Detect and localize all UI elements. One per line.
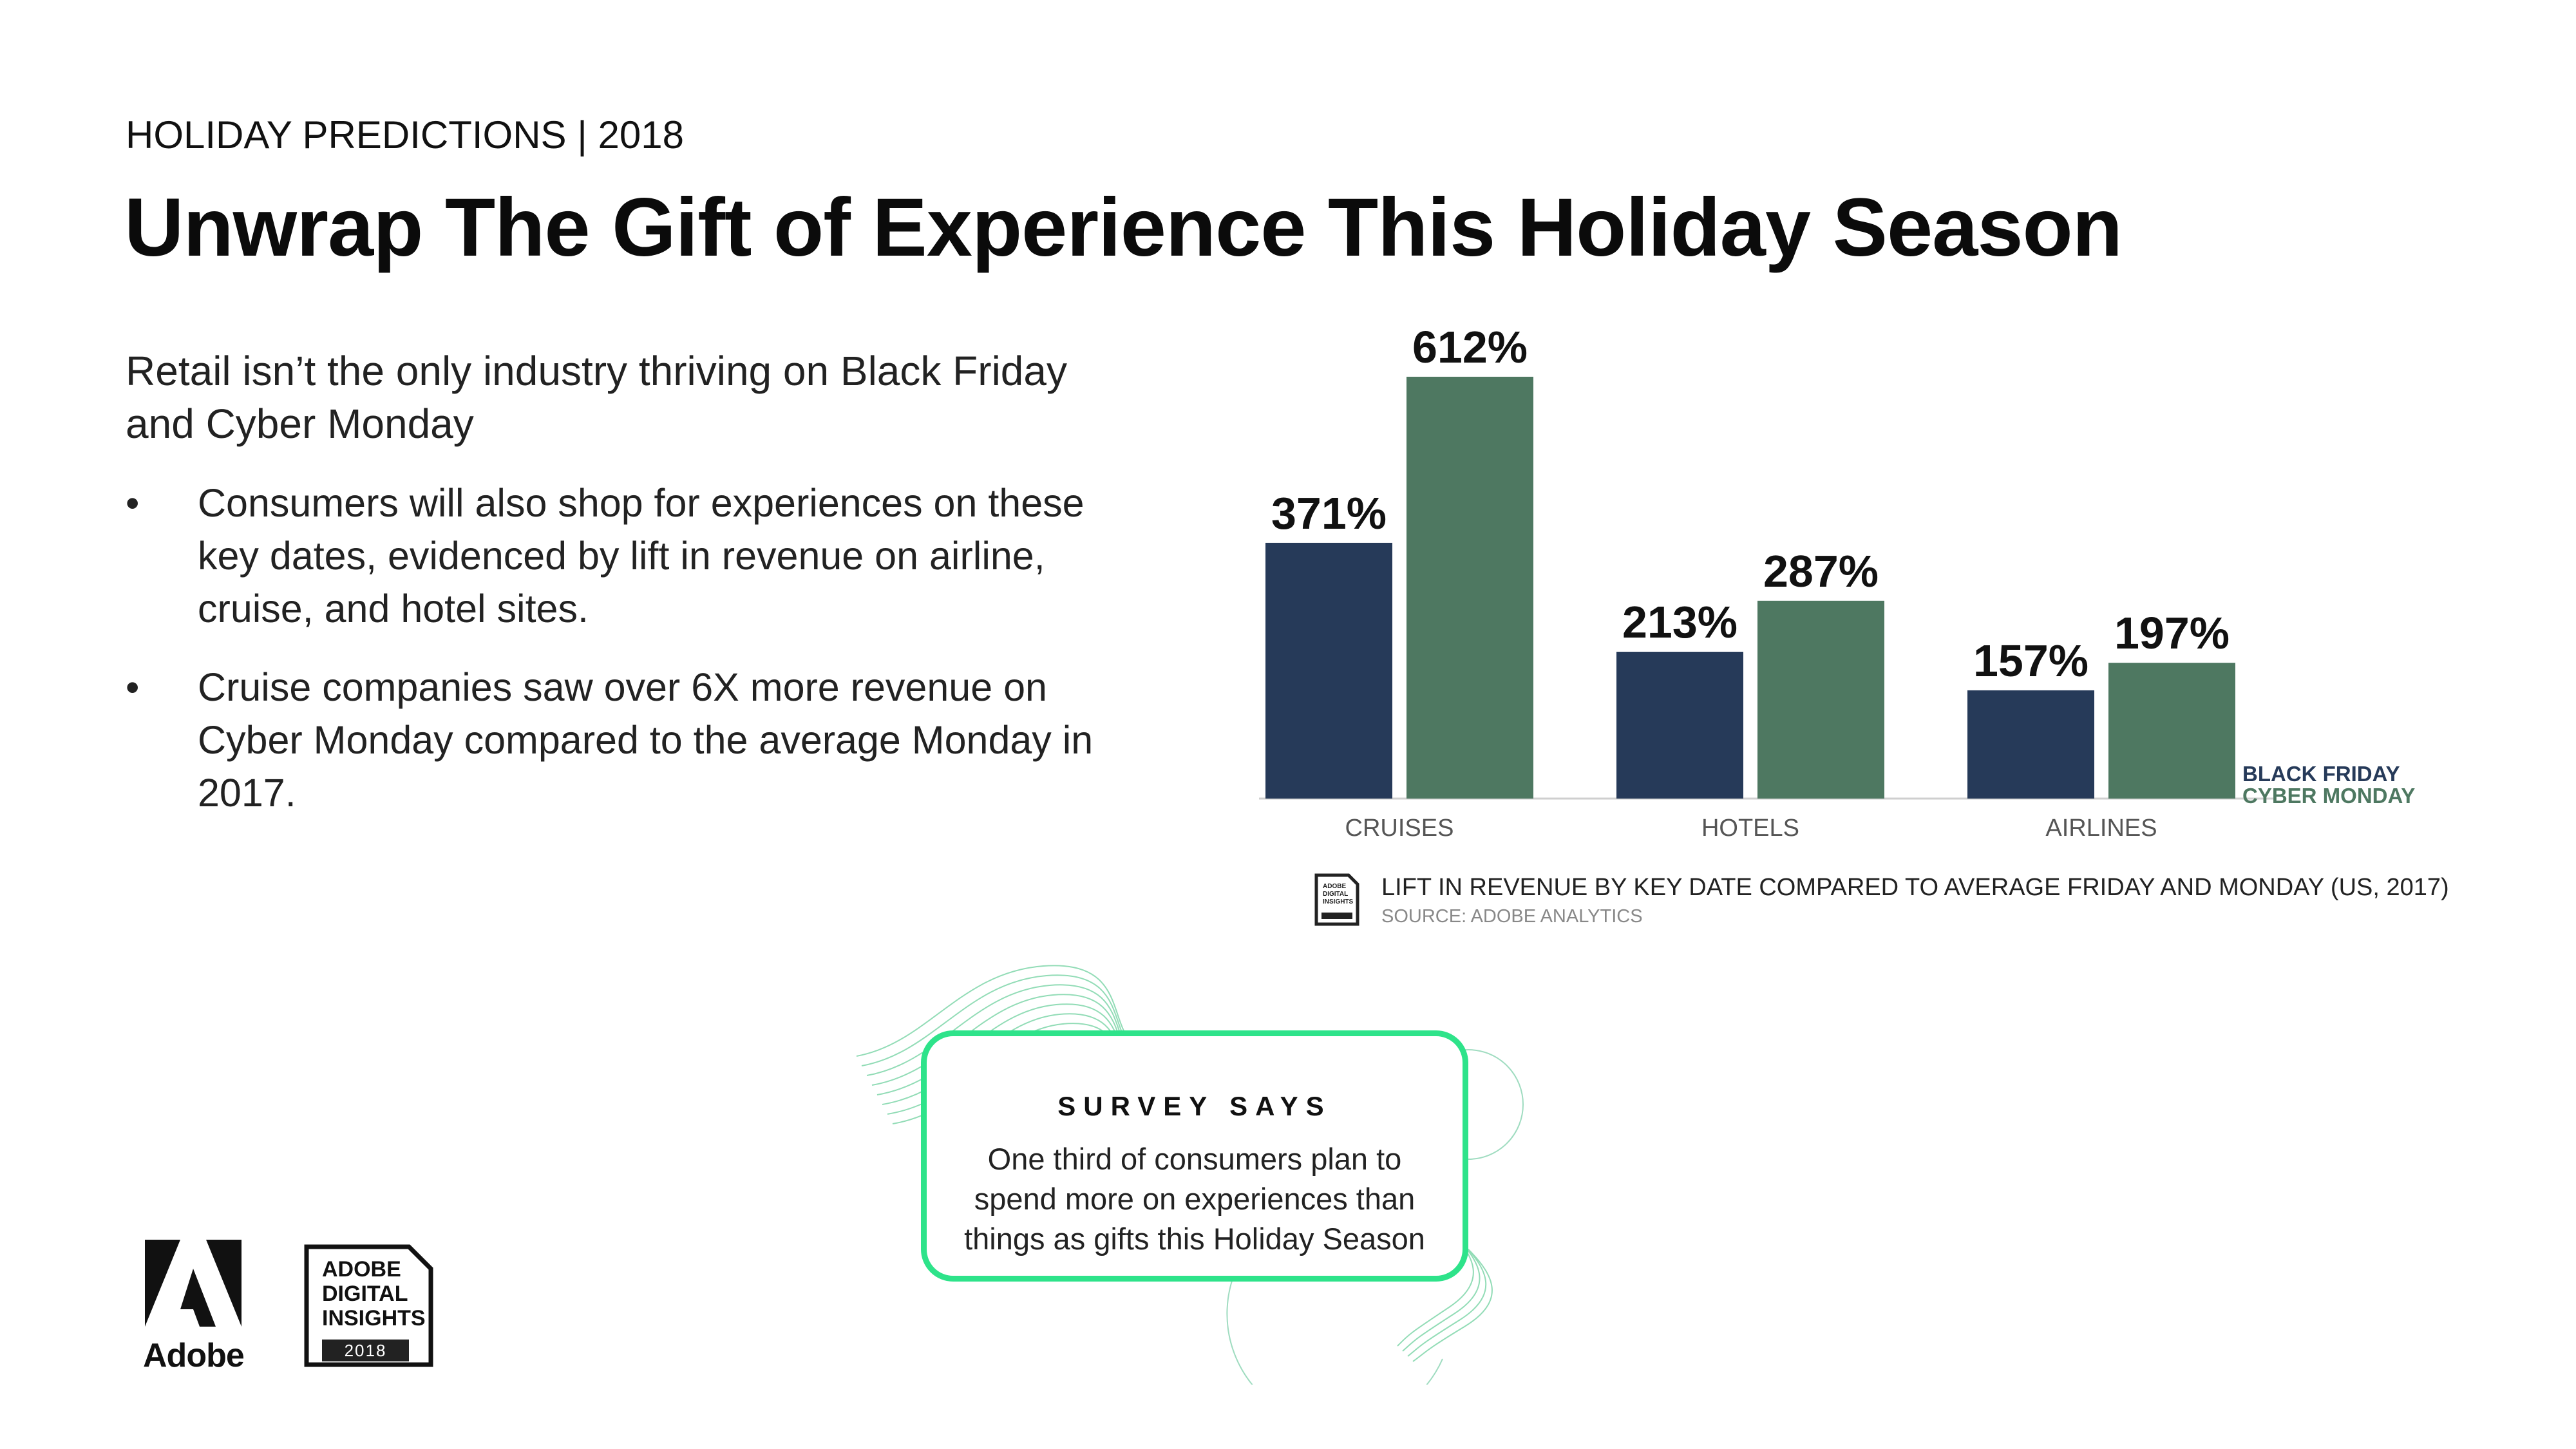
digital-insights-badge: ADOBE DIGITAL INSIGHTS 2018 <box>303 1243 435 1368</box>
caption-icon-line: ADOBE <box>1323 883 1346 890</box>
badge-line: ADOBE <box>322 1257 401 1282</box>
bullet-dot: • <box>126 481 140 525</box>
chart-source: SOURCE: ADOBE ANALYTICS <box>1381 906 1643 927</box>
data-label: 197% <box>2114 608 2230 658</box>
badge-frame-icon <box>304 1244 433 1367</box>
bullet-list: • Consumers will also shop for experienc… <box>126 477 1130 845</box>
bar-cyber-monday <box>1757 600 1884 799</box>
lead-text: Retail isn’t the only industry thriving … <box>126 348 1067 447</box>
bar-black-friday <box>1967 690 2094 799</box>
badge-line: INSIGHTS <box>322 1306 426 1331</box>
report-icon: ADOBE DIGITAL INSIGHTS <box>1314 873 1359 926</box>
legend-entry: BLACK FRIDAY <box>2242 762 2400 786</box>
caption-icon-line: INSIGHTS <box>1323 898 1354 905</box>
bullet-text: Consumers will also shop for experiences… <box>198 481 1084 630</box>
survey-title: SURVEY SAYS <box>1057 1091 1332 1121</box>
caption-icon-line: DIGITAL <box>1323 891 1348 898</box>
revenue-lift-chart: 371% 612% CRUISES 213% 287% HOTELS 157% 197% AIR… <box>1259 322 2415 842</box>
adobe-wordmark: Adobe <box>143 1337 245 1374</box>
data-label: 213% <box>1622 597 1738 647</box>
chart-caption-title: LIFT IN REVENUE BY KEY DATE COMPARED TO … <box>1381 874 2449 901</box>
bar-cyber-monday <box>1406 377 1533 799</box>
bullet-text: Cruise companies saw over 6X more revenu… <box>198 665 1094 815</box>
category-label: AIRLINES <box>2045 815 2157 842</box>
survey-text: One third of consumers plan to spend mor… <box>964 1142 1425 1256</box>
badge-year: 2018 <box>322 1340 409 1361</box>
data-label: 157% <box>1973 636 2088 686</box>
data-label: 287% <box>1763 546 1879 596</box>
eyebrow: HOLIDAY PREDICTIONS | 2018 <box>126 113 684 156</box>
survey-callout: SURVEY SAYS One third of consumers plan … <box>921 1030 1468 1282</box>
bar-cyber-monday <box>2108 663 2235 799</box>
bullet-item: • Cruise companies saw over 6X more reve… <box>126 661 1130 819</box>
data-label: 612% <box>1412 322 1528 372</box>
data-label: 371% <box>1271 488 1387 538</box>
bullet-item: • Consumers will also shop for experienc… <box>126 477 1130 635</box>
bullet-dot: • <box>126 665 140 709</box>
badge-line: DIGITAL <box>322 1282 408 1306</box>
page-title: Unwrap The Gift of Experience This Holid… <box>124 182 2123 274</box>
decorative-wave-lines <box>856 965 1524 1385</box>
bar-black-friday <box>1265 542 1392 799</box>
category-label: CRUISES <box>1345 815 1454 842</box>
bar-black-friday <box>1616 652 1743 799</box>
adobe-logo-icon <box>145 1240 242 1327</box>
category-label: HOTELS <box>1701 815 1799 842</box>
legend-entry: CYBER MONDAY <box>2242 784 2415 808</box>
